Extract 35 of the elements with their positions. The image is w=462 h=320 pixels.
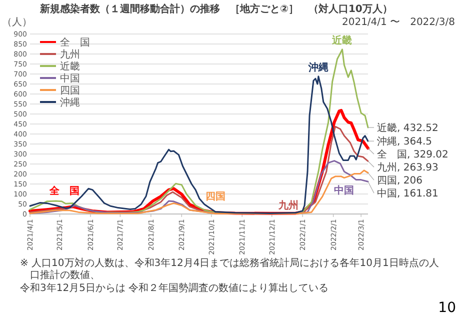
legend-label: 中国: [60, 72, 80, 84]
series-name: 全 国: [50, 186, 80, 197]
series-name: 四国: [205, 192, 226, 203]
legend-item: 全 国: [40, 38, 90, 48]
legend-label: 全 国: [60, 36, 90, 48]
legend-label: 近畿: [60, 60, 80, 72]
legend-item: 中国: [40, 74, 80, 84]
series-name: 中国: [334, 186, 354, 197]
legend-label: 九州: [60, 48, 80, 60]
series-name: 近畿: [332, 35, 352, 46]
data-label: 九州, 263.93: [377, 162, 438, 174]
data-label: 全 国, 329.02: [377, 148, 448, 161]
value-label: 九州, 263.93: [368, 160, 438, 174]
legend-item: 近畿: [40, 62, 80, 72]
text: 令和3年12月5日からは 令和２年国勢調査の数値により算出している: [20, 282, 329, 294]
series-name: 九州: [278, 200, 299, 212]
text: ※ 人口10万対の人数は、令和3年12月4日までは総務省統計局における各年10月1日時点の人口推計の数値、: [20, 257, 439, 281]
text: 2021/4/1 〜 2022/3/8: [342, 17, 455, 28]
legend-label: 四国: [60, 86, 80, 96]
data-label: 近畿, 432.52: [377, 122, 438, 134]
y-axis-title: （人）: [2, 17, 32, 28]
data-label: 四国, 206: [377, 176, 422, 187]
value-label: 近畿, 432.52: [368, 123, 438, 134]
data-label: 中国, 161.81: [377, 188, 438, 200]
legend-label: 沖縄: [60, 96, 80, 108]
text: 10: [438, 300, 456, 316]
legend-item: 四国: [40, 86, 80, 96]
value-label: 沖縄, 364.5: [368, 136, 432, 148]
legend-item: 沖縄: [40, 98, 80, 108]
chart-title: 新規感染者数（１週間移動合計）の推移 ［地方ごと②］ （対人口10万人）: [39, 3, 392, 15]
value-label: 全 国, 329.02: [368, 148, 448, 161]
value-label: 四国, 206: [368, 172, 422, 187]
legend-item: 九州: [40, 50, 80, 60]
series-name: 沖縄: [308, 62, 328, 74]
data-label: 沖縄, 364.5: [377, 136, 432, 148]
